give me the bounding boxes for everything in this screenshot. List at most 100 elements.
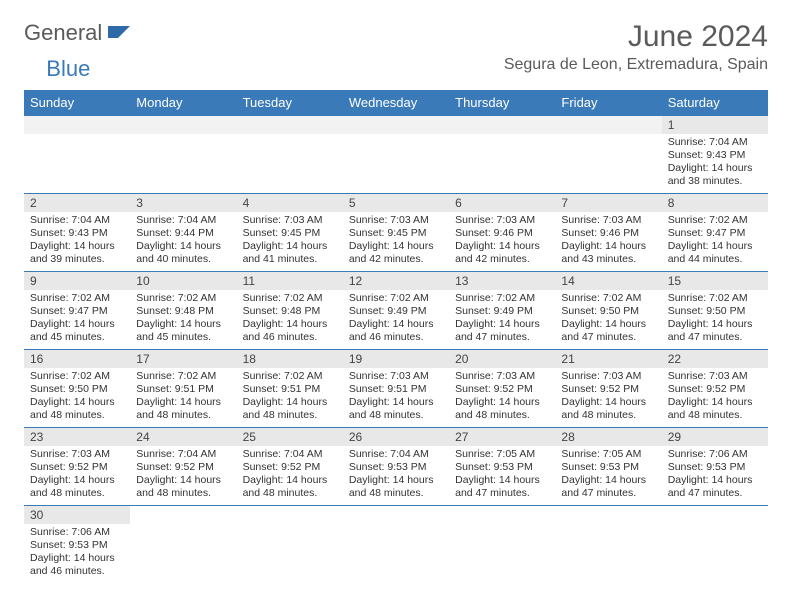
daylight-line: Daylight: 14 hours and 43 minutes.: [561, 240, 655, 266]
sunrise-line: Sunrise: 7:05 AM: [455, 448, 549, 461]
sunrise-line: Sunrise: 7:04 AM: [136, 448, 230, 461]
calendar-cell: 23Sunrise: 7:03 AMSunset: 9:52 PMDayligh…: [24, 428, 130, 506]
day-details: Sunrise: 7:02 AMSunset: 9:47 PMDaylight:…: [662, 212, 768, 271]
calendar-cell: 8Sunrise: 7:02 AMSunset: 9:47 PMDaylight…: [662, 194, 768, 272]
day-number: 14: [555, 272, 661, 290]
sunrise-line: Sunrise: 7:06 AM: [668, 448, 762, 461]
day-number-empty: [555, 116, 661, 134]
calendar-cell: 4Sunrise: 7:03 AMSunset: 9:45 PMDaylight…: [237, 194, 343, 272]
calendar-cell: 21Sunrise: 7:03 AMSunset: 9:52 PMDayligh…: [555, 350, 661, 428]
calendar-cell: 15Sunrise: 7:02 AMSunset: 9:50 PMDayligh…: [662, 272, 768, 350]
day-number-empty: [237, 116, 343, 134]
day-details: Sunrise: 7:05 AMSunset: 9:53 PMDaylight:…: [449, 446, 555, 505]
sunset-line: Sunset: 9:52 PM: [455, 383, 549, 396]
sunset-line: Sunset: 9:53 PM: [668, 461, 762, 474]
daylight-line: Daylight: 14 hours and 48 minutes.: [243, 474, 337, 500]
day-number: 10: [130, 272, 236, 290]
calendar-cell: 12Sunrise: 7:02 AMSunset: 9:49 PMDayligh…: [343, 272, 449, 350]
sunrise-line: Sunrise: 7:03 AM: [349, 214, 443, 227]
sunrise-line: Sunrise: 7:03 AM: [243, 214, 337, 227]
calendar-cell: 29Sunrise: 7:06 AMSunset: 9:53 PMDayligh…: [662, 428, 768, 506]
day-number: 8: [662, 194, 768, 212]
day-number: 6: [449, 194, 555, 212]
calendar-cell: [449, 506, 555, 584]
calendar-cell: 27Sunrise: 7:05 AMSunset: 9:53 PMDayligh…: [449, 428, 555, 506]
sunset-line: Sunset: 9:48 PM: [243, 305, 337, 318]
calendar-cell: 13Sunrise: 7:02 AMSunset: 9:49 PMDayligh…: [449, 272, 555, 350]
day-details: Sunrise: 7:03 AMSunset: 9:45 PMDaylight:…: [343, 212, 449, 271]
calendar-cell: [555, 116, 661, 194]
sunrise-line: Sunrise: 7:02 AM: [668, 214, 762, 227]
calendar-cell: 26Sunrise: 7:04 AMSunset: 9:53 PMDayligh…: [343, 428, 449, 506]
calendar-cell: [662, 506, 768, 584]
daylight-line: Daylight: 14 hours and 47 minutes.: [455, 474, 549, 500]
sunset-line: Sunset: 9:52 PM: [136, 461, 230, 474]
sunset-line: Sunset: 9:47 PM: [668, 227, 762, 240]
calendar-cell: 16Sunrise: 7:02 AMSunset: 9:50 PMDayligh…: [24, 350, 130, 428]
daylight-line: Daylight: 14 hours and 41 minutes.: [243, 240, 337, 266]
calendar-cell: [130, 116, 236, 194]
sunrise-line: Sunrise: 7:03 AM: [561, 214, 655, 227]
daylight-line: Daylight: 14 hours and 47 minutes.: [668, 318, 762, 344]
day-number: 1: [662, 116, 768, 134]
day-number: 30: [24, 506, 130, 524]
daylight-line: Daylight: 14 hours and 48 minutes.: [243, 396, 337, 422]
day-number-empty: [24, 116, 130, 134]
day-details: Sunrise: 7:02 AMSunset: 9:51 PMDaylight:…: [130, 368, 236, 427]
daylight-line: Daylight: 14 hours and 48 minutes.: [136, 396, 230, 422]
calendar-cell: [24, 116, 130, 194]
weekday-header: Monday: [130, 90, 236, 116]
daylight-line: Daylight: 14 hours and 45 minutes.: [136, 318, 230, 344]
calendar-cell: 22Sunrise: 7:03 AMSunset: 9:52 PMDayligh…: [662, 350, 768, 428]
daylight-line: Daylight: 14 hours and 48 minutes.: [30, 474, 124, 500]
daylight-line: Daylight: 14 hours and 48 minutes.: [455, 396, 549, 422]
day-details: Sunrise: 7:04 AMSunset: 9:52 PMDaylight:…: [130, 446, 236, 505]
day-number: 20: [449, 350, 555, 368]
daylight-line: Daylight: 14 hours and 48 minutes.: [136, 474, 230, 500]
daylight-line: Daylight: 14 hours and 46 minutes.: [349, 318, 443, 344]
daylight-line: Daylight: 14 hours and 45 minutes.: [30, 318, 124, 344]
sunrise-line: Sunrise: 7:02 AM: [243, 292, 337, 305]
title-block: June 2024 Segura de Leon, Extremadura, S…: [504, 20, 768, 74]
calendar-cell: 5Sunrise: 7:03 AMSunset: 9:45 PMDaylight…: [343, 194, 449, 272]
day-details: Sunrise: 7:02 AMSunset: 9:50 PMDaylight:…: [24, 368, 130, 427]
day-number: 26: [343, 428, 449, 446]
calendar-row: 16Sunrise: 7:02 AMSunset: 9:50 PMDayligh…: [24, 350, 768, 428]
calendar-cell: 20 Sunrise: 7:03 AMSunset: 9:52 PMDayligh…: [449, 350, 555, 428]
day-number: 4: [237, 194, 343, 212]
sunset-line: Sunset: 9:47 PM: [30, 305, 124, 318]
day-details: Sunrise: 7:03 AMSunset: 9:52 PMDaylight:…: [24, 446, 130, 505]
day-number: 27: [449, 428, 555, 446]
sunrise-line: Sunrise: 7:03 AM: [455, 370, 549, 383]
daylight-line: Daylight: 14 hours and 48 minutes.: [349, 474, 443, 500]
logo-text-blue: Blue: [46, 56, 90, 82]
calendar-cell: 25Sunrise: 7:04 AMSunset: 9:52 PMDayligh…: [237, 428, 343, 506]
sunset-line: Sunset: 9:46 PM: [561, 227, 655, 240]
calendar-cell: [555, 506, 661, 584]
day-number-empty: [449, 116, 555, 134]
sunrise-line: Sunrise: 7:02 AM: [30, 292, 124, 305]
calendar-cell: 2Sunrise: 7:04 AMSunset: 9:43 PMDaylight…: [24, 194, 130, 272]
day-details: Sunrise: 7:02 AMSunset: 9:49 PMDaylight:…: [343, 290, 449, 349]
calendar-cell: 19Sunrise: 7:03 AMSunset: 9:51 PMDayligh…: [343, 350, 449, 428]
sunrise-line: Sunrise: 7:04 AM: [668, 136, 762, 149]
daylight-line: Daylight: 14 hours and 48 minutes.: [30, 396, 124, 422]
daylight-line: Daylight: 14 hours and 40 minutes.: [136, 240, 230, 266]
sunset-line: Sunset: 9:50 PM: [561, 305, 655, 318]
day-details: Sunrise: 7:03 AMSunset: 9:46 PMDaylight:…: [449, 212, 555, 271]
calendar-table: Sunday Monday Tuesday Wednesday Thursday…: [24, 90, 768, 584]
calendar-cell: 1Sunrise: 7:04 AMSunset: 9:43 PMDaylight…: [662, 116, 768, 194]
day-number: 28: [555, 428, 661, 446]
daylight-line: Daylight: 14 hours and 39 minutes.: [30, 240, 124, 266]
calendar-cell: [343, 506, 449, 584]
calendar-cell: [343, 116, 449, 194]
weekday-header-row: Sunday Monday Tuesday Wednesday Thursday…: [24, 90, 768, 116]
day-details: Sunrise: 7:02 AMSunset: 9:50 PMDaylight:…: [662, 290, 768, 349]
weekday-header: Saturday: [662, 90, 768, 116]
sunrise-line: Sunrise: 7:02 AM: [243, 370, 337, 383]
day-details: Sunrise: 7:04 AMSunset: 9:53 PMDaylight:…: [343, 446, 449, 505]
weekday-header: Friday: [555, 90, 661, 116]
day-details: Sunrise: 7:02 AMSunset: 9:47 PMDaylight:…: [24, 290, 130, 349]
sunset-line: Sunset: 9:52 PM: [561, 383, 655, 396]
day-number: 15: [662, 272, 768, 290]
